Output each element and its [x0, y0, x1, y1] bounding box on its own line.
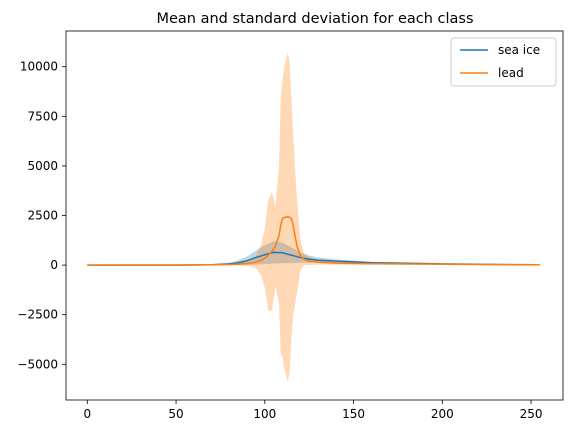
mean-lines [87, 216, 540, 266]
y-tick-label: −2500 [17, 308, 58, 322]
y-tick-label: −5000 [17, 357, 58, 371]
legend-label-lead: lead [498, 66, 524, 80]
y-tick-label: 0 [50, 258, 58, 272]
x-tick-label: 100 [253, 407, 276, 421]
y-tick-label: 10000 [20, 60, 58, 74]
y-tick-label: 2500 [27, 209, 58, 223]
legend: sea ice lead [450, 37, 557, 87]
x-tick-label: 150 [342, 407, 365, 421]
std-band-lead [87, 52, 540, 382]
y-tick-label: 7500 [27, 109, 58, 123]
legend-label-sea-ice: sea ice [498, 43, 540, 57]
x-tick-label: 0 [83, 407, 91, 421]
y-axis: −5000 −2500 0 2500 5000 7500 10000 [17, 60, 66, 371]
std-bands [87, 52, 540, 382]
x-tick-label: 50 [168, 407, 183, 421]
mean-line-lead [87, 216, 540, 266]
x-axis: 0 50 100 150 200 250 [83, 400, 543, 421]
x-tick-label: 200 [431, 407, 454, 421]
chart-title: Mean and standard deviation for each cla… [156, 11, 473, 27]
y-tick-label: 5000 [27, 159, 58, 173]
x-tick-label: 250 [520, 407, 543, 421]
